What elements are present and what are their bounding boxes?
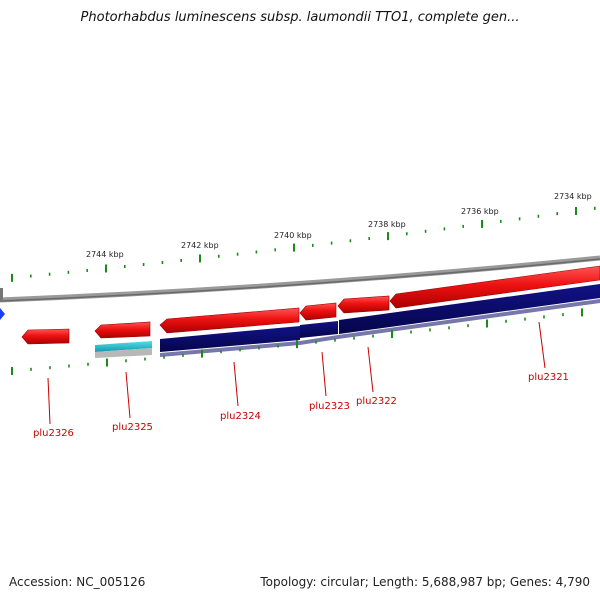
gene-feature-plu2326[interactable] [21, 328, 70, 345]
gene-label-plu2321[interactable]: plu2321 [528, 372, 569, 383]
gene-feature-plu2322[interactable] [337, 295, 390, 314]
ruler-label-2744: 2744 kbp [86, 250, 124, 259]
gene-feature-plu2325[interactable] [94, 321, 151, 339]
gene-label-plu2325[interactable]: plu2325 [112, 422, 153, 433]
ruler-label-2736: 2736 kbp [461, 207, 499, 216]
ruler-label-2742: 2742 kbp [181, 241, 219, 250]
backbone-left-end [0, 288, 3, 302]
ruler-label-2740: 2740 kbp [274, 231, 312, 240]
ruler-label-2734: 2734 kbp [554, 192, 592, 201]
gene-label-plu2322[interactable]: plu2322 [356, 396, 397, 407]
cds-bar-plu2325[interactable] [95, 341, 152, 352]
cds-bar-plu2324[interactable] [160, 326, 300, 352]
gene-label-plu2324[interactable]: plu2324 [220, 411, 261, 422]
page-title: Photorhabdus luminescens subsp. laumondi… [80, 10, 520, 25]
accession-text: Accession: NC_005126 [9, 575, 146, 589]
outer-tick-track [11, 206, 596, 282]
cds-bar-plu2323[interactable] [300, 321, 338, 338]
gene-feature-plu2321[interactable] [389, 265, 600, 309]
cds-bar-plu2322-2321[interactable] [339, 284, 600, 334]
summary-text: Topology: circular; Length: 5,688,987 bp… [260, 575, 590, 589]
gene-feature-plu2323[interactable] [299, 302, 337, 321]
ruler-label-2738: 2738 kbp [368, 220, 406, 229]
backbone-arc [0, 255, 600, 303]
inner-tick-track [11, 308, 583, 375]
gene-feature-plu2324[interactable] [159, 307, 300, 334]
origin-marker-icon [0, 308, 5, 320]
gene-label-plu2326[interactable]: plu2326 [33, 428, 74, 439]
gene-label-plu2323[interactable]: plu2323 [309, 401, 350, 412]
